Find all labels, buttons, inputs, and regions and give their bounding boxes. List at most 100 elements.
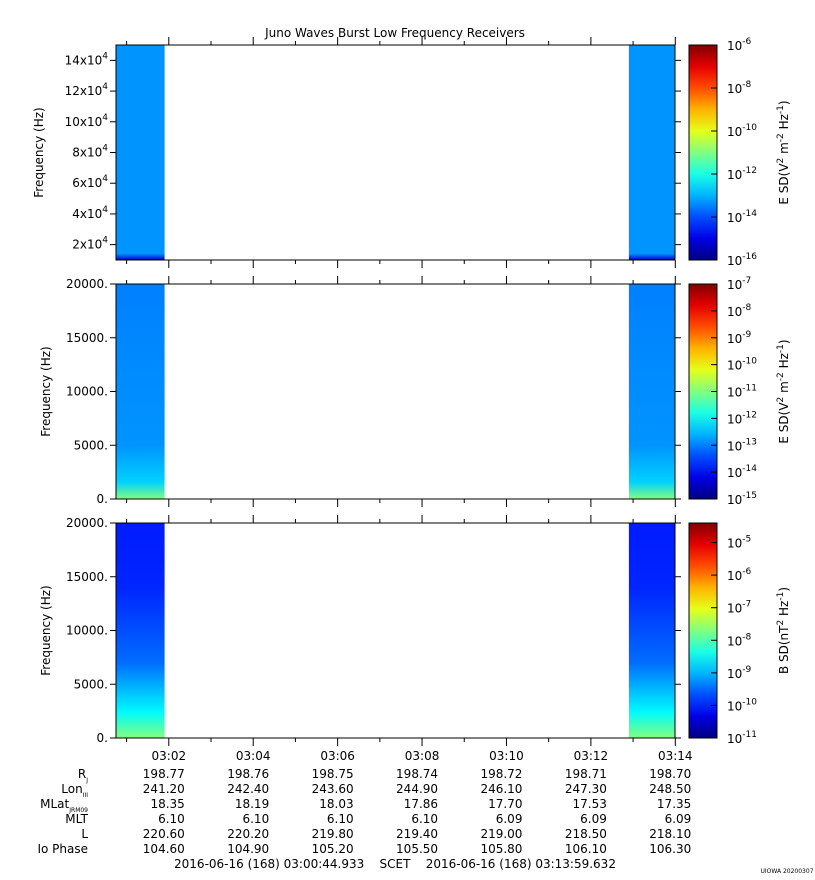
colorbar-tick-label: 10-6 — [727, 567, 752, 583]
panel-2: 0. 5000. 10000. 15000. 20000. Frequency (Hz) 1… — [39, 276, 791, 507]
colorbar-label: E SD(V2 m-2 Hz-1) — [776, 339, 791, 443]
y-axis-label: Frequency (Hz) — [39, 346, 53, 437]
time-range-label: 2016-06-16 (168) 03:00:44.933 SCET 2016-… — [174, 857, 616, 871]
colorbar-label: E SD(V2 m-2 Hz-1) — [776, 100, 791, 204]
label-superscript: 2 — [776, 158, 786, 164]
label-superscript: -1 — [776, 592, 786, 601]
ephemeris-value: 198.77 — [143, 767, 185, 781]
y-tick-exponent: 4 — [102, 144, 108, 154]
ephemeris-value: 6.10 — [158, 812, 185, 826]
x-tick-label: 03:10 — [489, 749, 524, 763]
ephemeris-value: 198.75 — [312, 767, 354, 781]
ephemeris-value: 198.76 — [227, 767, 269, 781]
label-text: E SD(V — [777, 163, 791, 205]
panel-frame — [115, 283, 676, 500]
y-tick-label: 6x104 — [72, 174, 108, 190]
y-tick-label: 10000. — [66, 624, 108, 638]
colorbar-tick-label: 10-9 — [727, 330, 752, 346]
colorbar-tick-label: 10-8 — [727, 80, 752, 96]
y-tick-label: 10x104 — [65, 113, 109, 129]
colorbar-tick-exponent: -7 — [742, 600, 751, 610]
colorbar — [688, 522, 718, 739]
ephemeris-row-label: MLT — [65, 812, 88, 826]
label-text: Hz — [777, 353, 791, 372]
ephemeris-row-label: L — [81, 827, 88, 841]
label-text: Hz — [777, 114, 791, 133]
colorbar-tick-label: 10-8 — [727, 632, 752, 648]
ephemeris-value: 17.70 — [488, 797, 522, 811]
colorbar-tick-label: 10-13 — [727, 437, 757, 453]
ephemeris-value: 198.74 — [396, 767, 438, 781]
x-tick-label: 03:06 — [320, 749, 355, 763]
ephemeris-value: 241.20 — [143, 782, 185, 796]
y-tick-exponent: 4 — [102, 82, 108, 92]
y-tick-label: 8x104 — [72, 144, 108, 160]
colorbar-tick-exponent: -10 — [742, 697, 757, 707]
label-superscript: -2 — [776, 133, 786, 142]
ephemeris-value: 17.86 — [404, 797, 438, 811]
data-block-2 — [628, 284, 675, 499]
panel-frame — [115, 522, 676, 739]
ephemeris-value: 248.50 — [649, 782, 691, 796]
label-text: Hz — [777, 601, 791, 620]
ephemeris-table: RJ 198.77 198.76 198.75 198.74 198.72 198.71 19… — [37, 767, 691, 856]
ephemeris-value: 198.72 — [480, 767, 522, 781]
colorbar-tick-label: 10-7 — [727, 600, 751, 616]
colorbar-tick-exponent: -10 — [742, 357, 757, 367]
label-superscript: 2 — [776, 620, 786, 626]
ephemeris-row-subscript: III — [83, 792, 89, 799]
x-tick-label: 03:08 — [405, 749, 440, 763]
colorbar-tick-exponent: -6 — [742, 37, 751, 47]
colorbar-tick-exponent: -5 — [742, 535, 751, 545]
y-tick-exponent: 4 — [102, 51, 108, 61]
x-tick-label: 03:04 — [236, 749, 271, 763]
colorbar-tick-exponent: -8 — [742, 303, 751, 313]
panel-frame — [115, 44, 676, 261]
label-superscript: -2 — [776, 372, 786, 381]
label-text: B SD(nT — [777, 625, 791, 674]
y-tick-label: 5000. — [74, 438, 108, 452]
ephemeris-value: 247.30 — [565, 782, 607, 796]
colorbar-tick-label: 10-14 — [727, 464, 757, 480]
colorbar-tick-exponent: -15 — [742, 491, 757, 501]
ephemeris-value: 246.10 — [480, 782, 522, 796]
ephemeris-value: 106.30 — [649, 842, 691, 856]
ephemeris-value: 18.35 — [150, 797, 184, 811]
colorbar — [688, 44, 718, 261]
colorbar-tick-label: 10-10 — [727, 123, 757, 139]
colorbar-tick-label: 10-8 — [727, 303, 752, 319]
colorbar-tick-label: 10-10 — [727, 697, 757, 713]
y-tick-exponent: 4 — [102, 174, 108, 184]
label-text: ) — [777, 100, 791, 105]
colorbar-tick-label: 10-11 — [727, 730, 757, 746]
colorbar-tick-label: 10-5 — [727, 535, 751, 551]
colorbar-tick-label: 10-10 — [727, 357, 757, 373]
label-superscript: -1 — [776, 105, 786, 114]
ephemeris-row-subscript: J — [85, 777, 88, 784]
y-tick-label: 15000. — [66, 331, 108, 345]
ephemeris-value: 6.09 — [665, 812, 692, 826]
ephemeris-value: 104.90 — [227, 842, 269, 856]
data-block-2 — [628, 45, 675, 260]
ephemeris-value: 105.80 — [480, 842, 522, 856]
y-tick-exponent: 4 — [102, 113, 108, 123]
label-superscript: -1 — [776, 344, 786, 353]
y-axis-label: Frequency (Hz) — [32, 107, 46, 198]
data-block-1 — [116, 284, 165, 499]
y-tick-label: 20000. — [66, 277, 108, 291]
label-text: ) — [777, 339, 791, 344]
y-tick-exponent: 4 — [102, 236, 108, 246]
colorbar-tick-exponent: -12 — [742, 166, 757, 176]
ephemeris-value: 244.90 — [396, 782, 438, 796]
ephemeris-value: 243.60 — [312, 782, 354, 796]
colorbar-tick-exponent: -10 — [742, 123, 757, 133]
y-tick-label: 14x104 — [65, 51, 109, 67]
ephemeris-value: 104.60 — [143, 842, 185, 856]
colorbar-tick-exponent: -12 — [742, 410, 757, 420]
y-tick-label: 10000. — [66, 385, 108, 399]
colorbar-label: B SD(nT2 Hz-1) — [776, 587, 791, 674]
ephemeris-value: 198.70 — [649, 767, 691, 781]
data-block-1 — [116, 523, 165, 738]
ephemeris-value: 242.40 — [227, 782, 269, 796]
